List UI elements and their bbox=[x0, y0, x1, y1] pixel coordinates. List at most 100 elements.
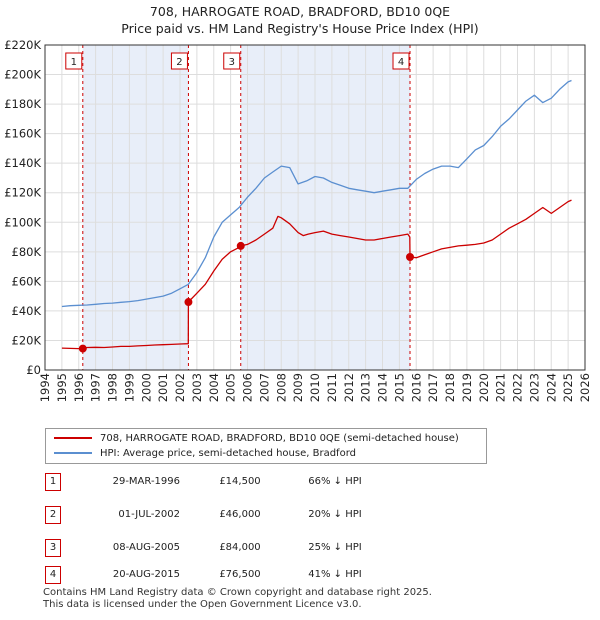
property-price-line bbox=[61, 199, 572, 350]
sale-marker-label: 1 bbox=[71, 57, 77, 68]
sale-price: £76,500 bbox=[219, 569, 261, 580]
sale-vertical-lines bbox=[82, 45, 411, 370]
x-tick-label: 2001 bbox=[156, 373, 170, 402]
x-tick-label: 2013 bbox=[359, 373, 373, 402]
x-tick-label: 2003 bbox=[190, 373, 204, 402]
y-tick-label: £40K bbox=[12, 304, 42, 318]
sale-marker-box bbox=[65, 52, 83, 70]
sale-date: 20-AUG-2015 bbox=[112, 569, 180, 580]
x-tick-label: 2021 bbox=[494, 373, 508, 402]
chart-subtitle: Price paid vs. HM Land Registry's House … bbox=[121, 21, 479, 36]
shaded-period bbox=[82, 45, 189, 370]
sale-point bbox=[406, 252, 415, 261]
x-tick-label: 2000 bbox=[139, 373, 153, 402]
sale-date: 08-AUG-2005 bbox=[112, 542, 180, 553]
sale-date: 29-MAR-1996 bbox=[112, 476, 180, 487]
legend-label-property: 708, HARROGATE ROAD, BRADFORD, BD10 0QE … bbox=[100, 433, 459, 444]
grid-lines bbox=[44, 44, 586, 371]
sale-row: 3 08-AUG-2005 £84,000 25% ↓ HPI bbox=[40, 539, 400, 557]
sale-price: £84,000 bbox=[219, 542, 261, 553]
x-tick-label: 2004 bbox=[207, 373, 221, 402]
x-tick-label: 2023 bbox=[527, 373, 541, 402]
sale-number-badge: 3 bbox=[45, 539, 61, 557]
y-tick-label: £160K bbox=[4, 127, 41, 141]
y-tick-label: £120K bbox=[4, 186, 41, 200]
sale-price: £14,500 bbox=[219, 476, 261, 487]
sale-row: 2 01-JUL-2002 £46,000 20% ↓ HPI bbox=[40, 506, 400, 524]
sale-date: 01-JUL-2002 bbox=[118, 509, 180, 520]
chart-title-block: 708, HARROGATE ROAD, BRADFORD, BD10 0QE … bbox=[0, 3, 600, 37]
price-chart: 1 2 3 4 £0 £20K £40K £60K £80K £100K £120K £140K £1… bbox=[4, 38, 592, 402]
sale-row: 1 29-MAR-1996 £14,500 66% ↓ HPI bbox=[40, 473, 400, 491]
x-tick-label: 2002 bbox=[173, 373, 187, 402]
sale-hpi-diff: 66% ↓ HPI bbox=[308, 476, 362, 487]
x-tick-label: 2016 bbox=[409, 373, 423, 402]
sale-hpi-diff: 41% ↓ HPI bbox=[308, 569, 362, 580]
y-tick-label: £0 bbox=[26, 363, 41, 377]
x-tick-label: 1996 bbox=[72, 373, 86, 402]
x-tick-label: 2020 bbox=[477, 373, 491, 402]
sale-points bbox=[78, 241, 415, 353]
sale-marker-label: 4 bbox=[398, 57, 404, 68]
x-tick-label: 2010 bbox=[308, 373, 322, 402]
footer-line-1: Contains HM Land Registry data © Crown c… bbox=[43, 587, 432, 598]
sale-marker-label: 3 bbox=[229, 57, 235, 68]
y-tick-label: £220K bbox=[4, 38, 41, 52]
sale-number-badge: 4 bbox=[45, 566, 61, 584]
x-tick-label: 2007 bbox=[257, 373, 271, 402]
footer-line-2: This data is licensed under the Open Gov… bbox=[43, 599, 362, 610]
sale-price: £46,000 bbox=[219, 509, 261, 520]
y-tick-label: £140K bbox=[4, 156, 41, 170]
legend-item-property: 708, HARROGATE ROAD, BRADFORD, BD10 0QE … bbox=[54, 432, 459, 446]
sale-number-badge: 1 bbox=[45, 473, 61, 491]
plot-frame bbox=[44, 44, 586, 371]
sale-point bbox=[184, 298, 193, 307]
y-tick-label: £20K bbox=[12, 333, 42, 347]
x-tick-label: 1994 bbox=[38, 373, 52, 402]
legend: 708, HARROGATE ROAD, BRADFORD, BD10 0QE … bbox=[45, 428, 487, 464]
sale-number-badge: 2 bbox=[45, 506, 61, 524]
shaded-period bbox=[240, 45, 411, 370]
x-tick-label: 2014 bbox=[376, 373, 390, 402]
x-axis-ticks: 1994 1995 1996 1997 1998 1999 2000 2001 2002 2003… bbox=[38, 373, 592, 402]
sale-marker-label: 2 bbox=[176, 57, 182, 68]
y-tick-label: £200K bbox=[4, 68, 41, 82]
sale-number-markers: 1 2 3 4 bbox=[65, 52, 410, 70]
x-tick-label: 2018 bbox=[443, 373, 457, 402]
sale-marker-box bbox=[170, 52, 188, 70]
x-tick-label: 1997 bbox=[89, 373, 103, 402]
sale-hpi-diff: 20% ↓ HPI bbox=[308, 509, 362, 520]
x-tick-label: 2019 bbox=[460, 373, 474, 402]
y-tick-label: £80K bbox=[12, 245, 42, 259]
x-tick-label: 2025 bbox=[561, 373, 575, 402]
shaded-periods bbox=[82, 45, 411, 370]
series-lines bbox=[61, 79, 572, 350]
sale-hpi-diff: 25% ↓ HPI bbox=[308, 542, 362, 553]
legend-swatch-hpi bbox=[54, 452, 92, 454]
legend-label-hpi: HPI: Average price, semi-detached house,… bbox=[100, 448, 356, 459]
y-tick-label: £180K bbox=[4, 97, 41, 111]
x-tick-label: 2009 bbox=[291, 373, 305, 402]
y-axis-ticks: £0 £20K £40K £60K £80K £100K £120K £140K £160K £1… bbox=[4, 38, 41, 377]
x-tick-label: 2005 bbox=[224, 373, 238, 402]
legend-swatch-property bbox=[54, 437, 92, 439]
sale-point bbox=[236, 241, 245, 250]
x-tick-label: 2017 bbox=[426, 373, 440, 402]
x-tick-label: 2015 bbox=[392, 373, 406, 402]
y-tick-label: £60K bbox=[12, 274, 42, 288]
sale-marker-box bbox=[223, 52, 241, 70]
x-tick-label: 1998 bbox=[106, 373, 120, 402]
x-tick-label: 2022 bbox=[511, 373, 525, 402]
legend-item-hpi: HPI: Average price, semi-detached house,… bbox=[54, 447, 356, 461]
x-tick-label: 1999 bbox=[122, 373, 136, 402]
x-tick-label: 2011 bbox=[325, 373, 339, 402]
chart-title: 708, HARROGATE ROAD, BRADFORD, BD10 0QE bbox=[149, 4, 451, 19]
x-tick-label: 2026 bbox=[578, 373, 592, 402]
x-tick-label: 1995 bbox=[55, 373, 69, 402]
x-tick-label: 2008 bbox=[274, 373, 288, 402]
x-tick-label: 2006 bbox=[241, 373, 255, 402]
sale-point bbox=[78, 344, 87, 353]
footer-attribution: Contains HM Land Registry data © Crown c… bbox=[43, 587, 432, 611]
hpi-line bbox=[61, 79, 572, 308]
y-tick-label: £100K bbox=[4, 215, 41, 229]
